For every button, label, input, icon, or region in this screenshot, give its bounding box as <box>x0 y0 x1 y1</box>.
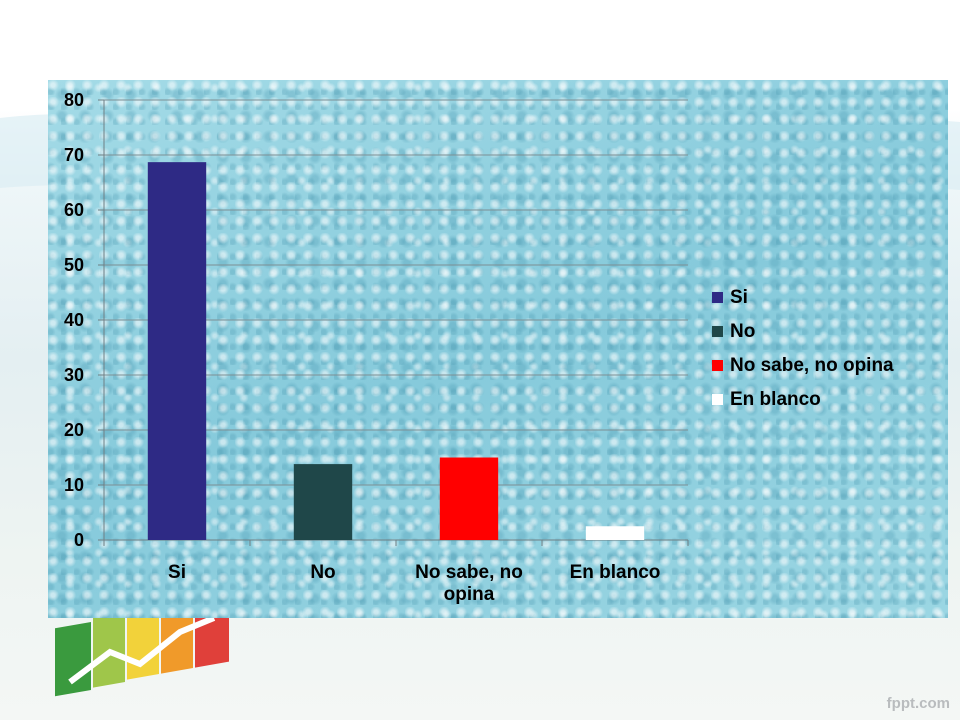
y-tick-label: 70 <box>64 145 84 165</box>
y-tick-label: 60 <box>64 200 84 220</box>
y-tick-label: 0 <box>74 530 84 550</box>
legend: Si No No sabe, no opina En blanco <box>712 287 894 410</box>
y-tick-labels: 0 10 20 30 40 50 60 70 80 <box>64 90 84 550</box>
legend-swatch <box>712 326 723 337</box>
legend-entry-label: En blanco <box>730 389 821 410</box>
bar-no <box>293 464 353 540</box>
x-category-label: No sabe, no <box>415 562 523 583</box>
legend-swatch <box>712 360 723 371</box>
x-category-label: En blanco <box>570 562 661 583</box>
brand-logo: fppt.com <box>886 695 950 712</box>
x-category-label: Si <box>168 562 186 583</box>
bar-si <box>147 162 207 540</box>
bars <box>147 162 645 540</box>
y-tick-label: 20 <box>64 420 84 440</box>
legend-swatch <box>712 394 723 405</box>
chart-panel: 0 10 20 30 40 50 60 70 80 Si No No sabe, no opina En… <box>48 80 948 618</box>
y-tick-label: 10 <box>64 475 84 495</box>
legend-swatch <box>712 292 723 303</box>
y-tick-label: 30 <box>64 365 84 385</box>
legend-entry-label: No <box>730 321 755 342</box>
legend-entry-label: Si <box>730 287 748 308</box>
y-tick-label: 40 <box>64 310 84 330</box>
legend-entry-label: No sabe, no opina <box>730 355 894 376</box>
bar-en-blanco <box>585 526 645 540</box>
y-tick-label: 80 <box>64 90 84 110</box>
bar-no-sabe-no-opina <box>439 457 499 540</box>
y-tick-label: 50 <box>64 255 84 275</box>
x-category-label: opina <box>444 584 495 605</box>
x-category-label: No <box>310 562 335 583</box>
